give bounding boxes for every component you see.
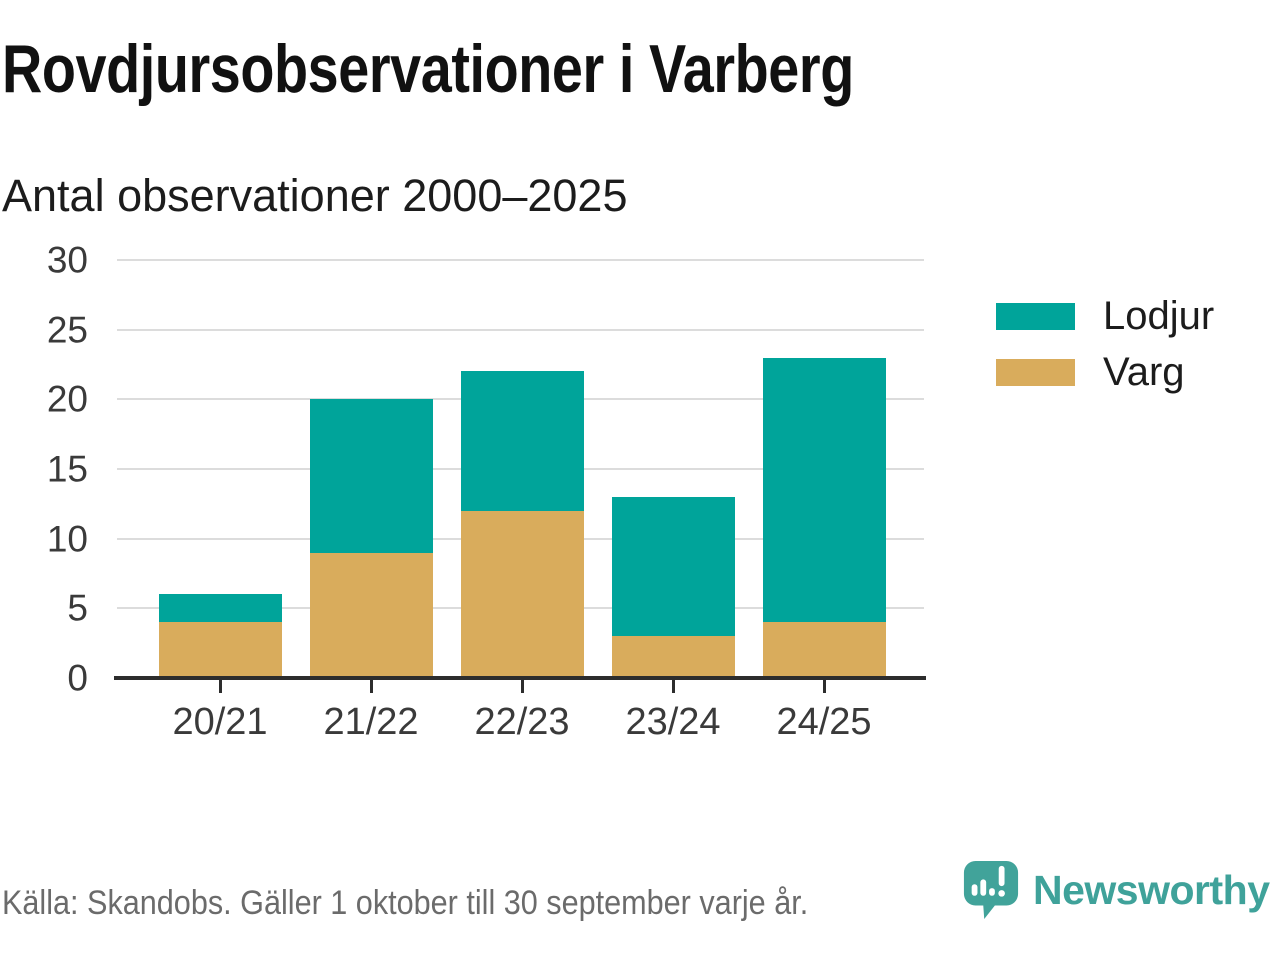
legend: Lodjur Varg [996, 288, 1214, 400]
y-axis-labels: 0 5 10 15 20 25 30 [0, 242, 88, 697]
legend-item-lodjur: Lodjur [996, 288, 1214, 344]
x-tick-20-21 [218, 680, 222, 693]
x-tick-label-23-24: 23/24 [625, 701, 721, 743]
bar-segment-lodjur-23-24 [611, 496, 735, 637]
bar-segment-varg-21-22 [309, 552, 433, 678]
x-tick-23-24 [671, 680, 675, 693]
legend-swatch-lodjur [996, 302, 1075, 330]
bar-segment-lodjur-24-25 [762, 357, 886, 623]
bar-segment-lodjur-20-21 [158, 594, 282, 623]
x-tick-label-22-23: 22/23 [474, 701, 570, 743]
newsworthy-wordmark: Newsworthy [1033, 866, 1270, 913]
x-tick-21-22 [369, 680, 373, 693]
chart-title: Rovdjursobservationer i Varberg [2, 31, 854, 107]
x-tick-label-24-25: 24/25 [776, 701, 872, 743]
y-tick-label-0: 0 [67, 657, 88, 699]
y-tick-label-20: 20 [46, 378, 88, 420]
y-tick-label-10: 10 [46, 518, 88, 560]
x-tick-label-21-22: 21/22 [323, 701, 419, 743]
gridline-25 [117, 328, 924, 331]
x-tick-22-23 [520, 680, 524, 693]
newsworthy-speech-bubble-bar-chart-icon [963, 861, 1019, 919]
bar-segment-lodjur-21-22 [309, 399, 433, 553]
y-tick-label-25: 25 [46, 309, 88, 351]
bar-segment-varg-22-23 [460, 510, 584, 678]
y-tick-label-5: 5 [67, 587, 88, 629]
gridline-30 [117, 259, 924, 261]
bar-segment-varg-24-25 [762, 622, 886, 678]
plot-area: 20/21 21/22 22/23 23/24 24/25 [114, 259, 926, 743]
legend-item-varg: Varg [996, 344, 1214, 400]
x-tick-24-25 [822, 680, 826, 693]
y-tick-label-30: 30 [46, 239, 88, 281]
legend-label-lodjur: Lodjur [1103, 294, 1215, 338]
source-note: Källa: Skandobs. Gäller 1 oktober till 3… [2, 884, 809, 922]
chart-subtitle: Antal observationer 2000–2025 [2, 170, 628, 221]
newsworthy-logo: Newsworthy [962, 858, 1270, 922]
bar-segment-varg-23-24 [611, 636, 735, 678]
legend-swatch-varg [996, 358, 1075, 386]
legend-label-varg: Varg [1103, 350, 1185, 394]
bar-segment-lodjur-22-23 [460, 371, 584, 511]
y-tick-label-15: 15 [46, 448, 88, 490]
x-tick-label-20-21: 20/21 [172, 701, 268, 743]
x-axis-line [114, 676, 926, 680]
bar-segment-varg-20-21 [158, 622, 282, 678]
